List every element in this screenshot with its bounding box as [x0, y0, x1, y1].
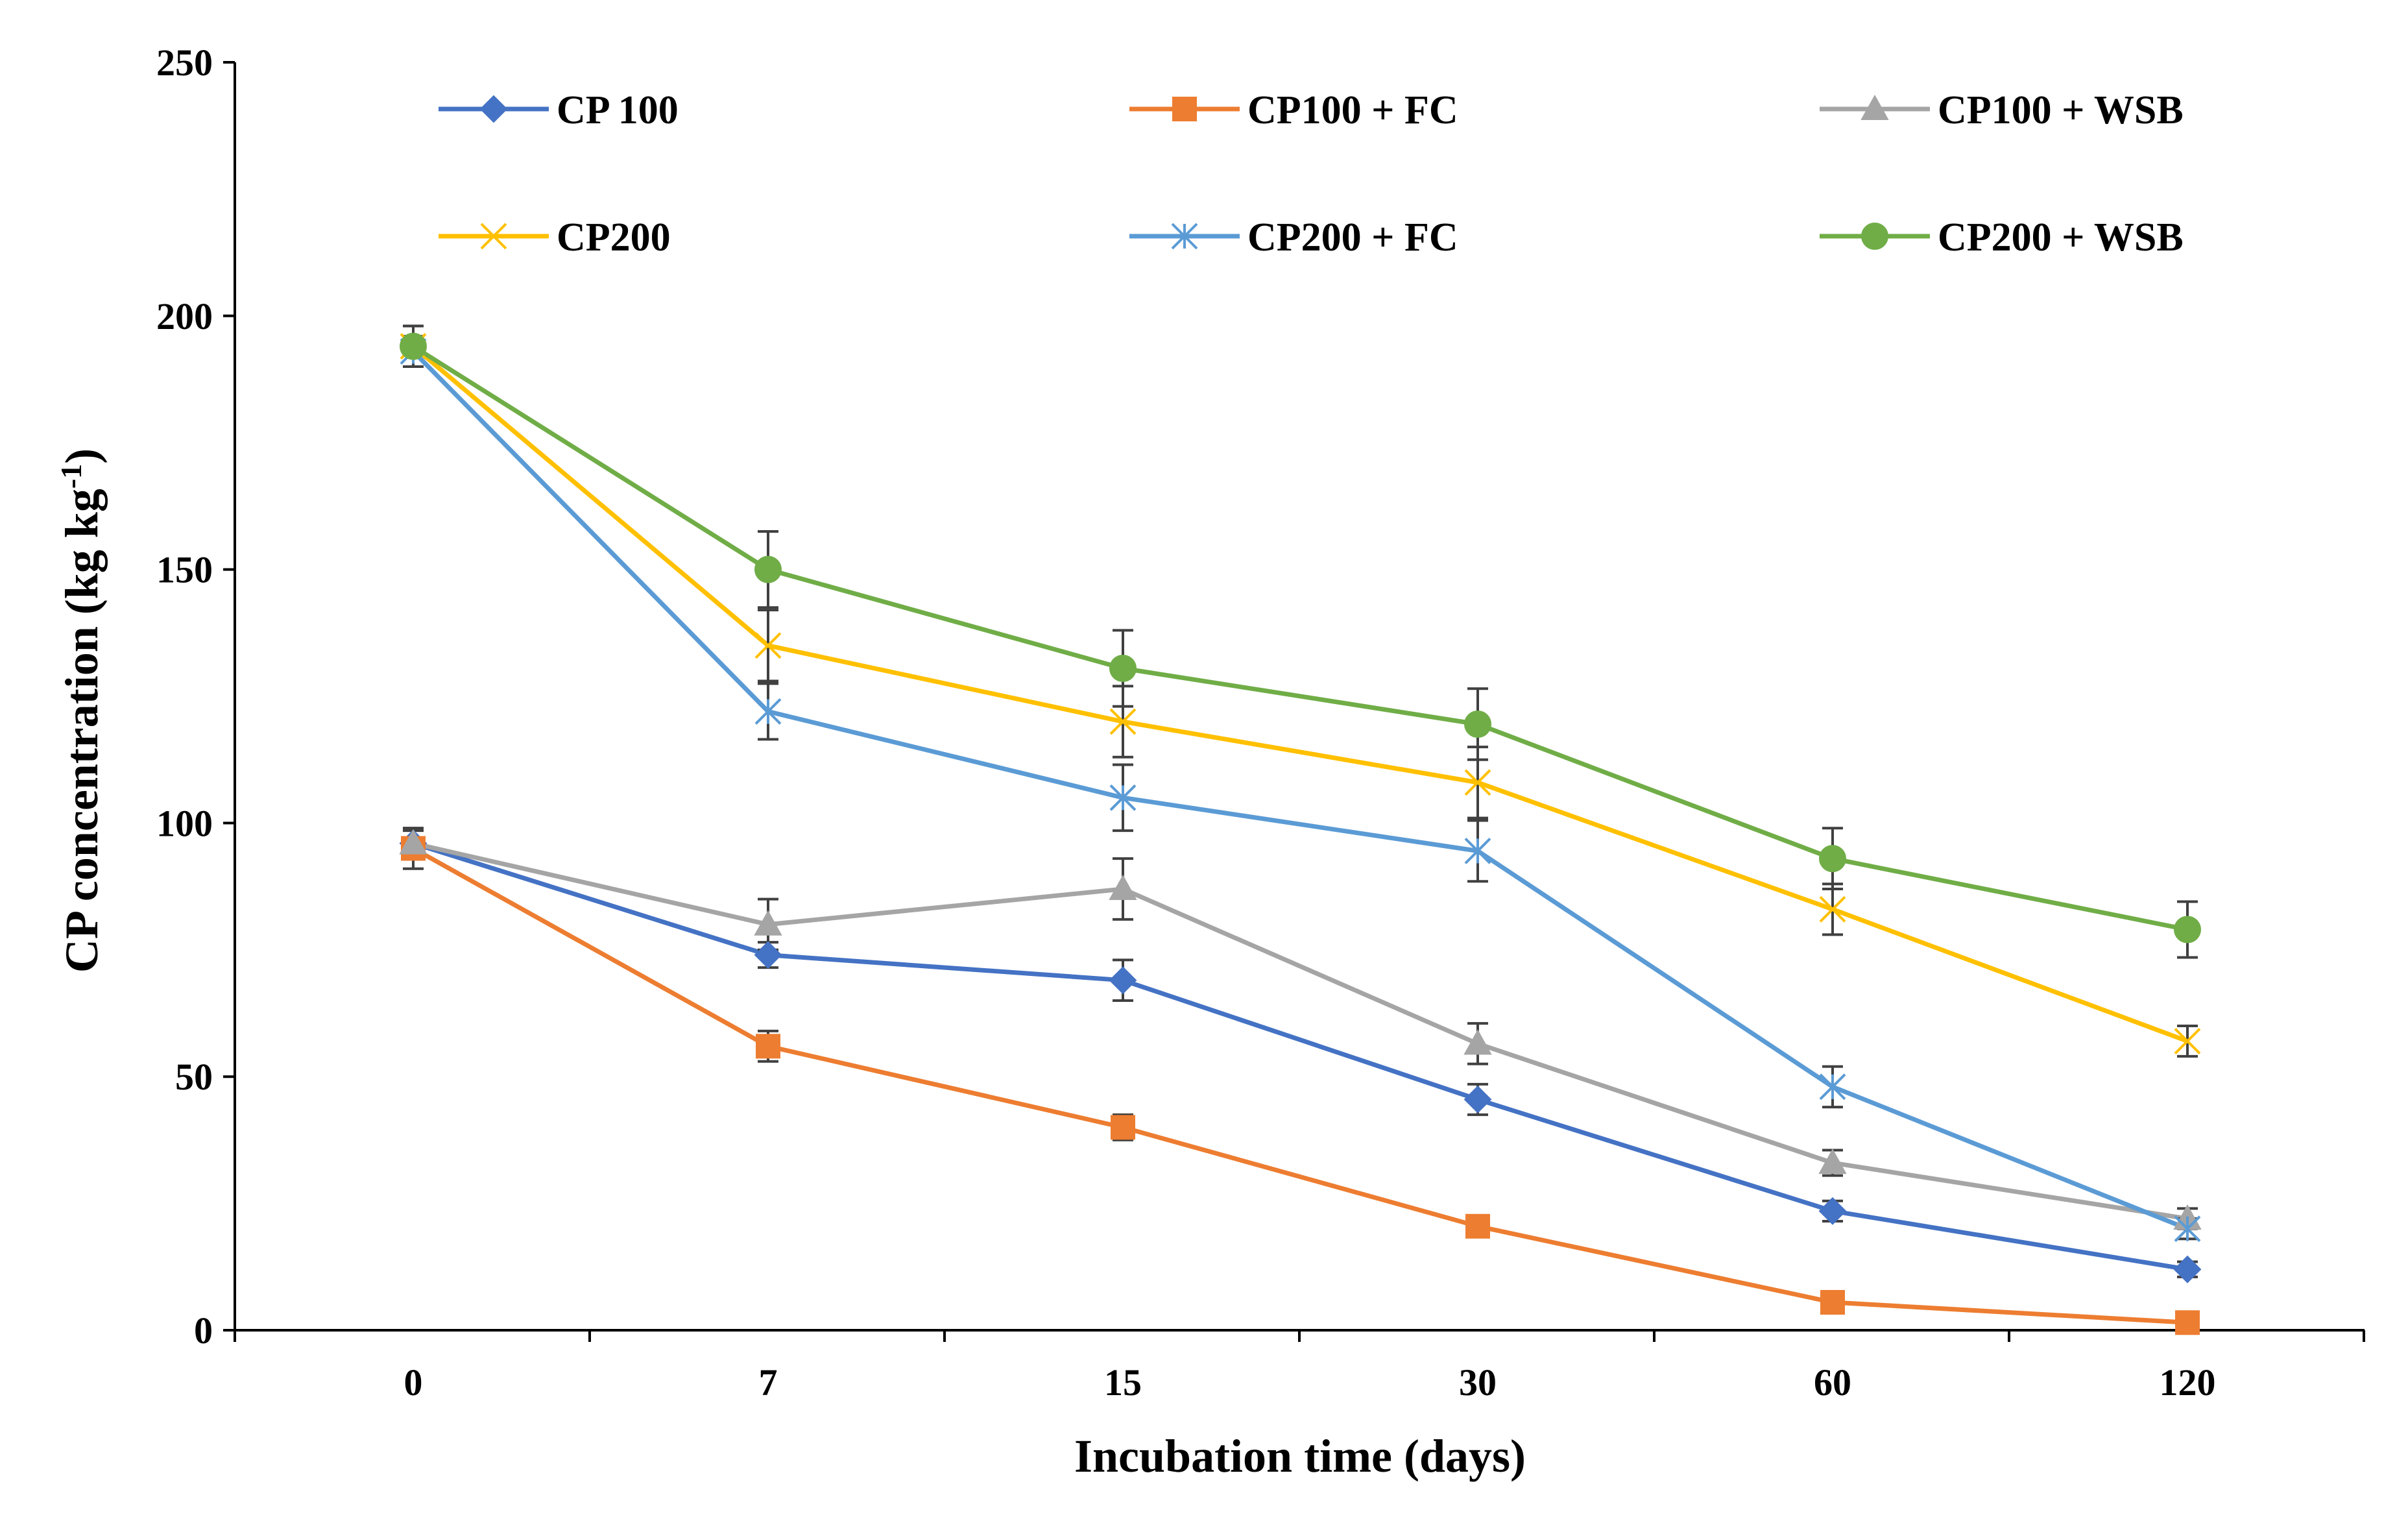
y-tick-label: 50	[175, 1056, 213, 1098]
data-point	[754, 698, 782, 725]
legend-marker	[1860, 94, 1889, 120]
data-point	[1464, 769, 1491, 796]
y-axis-title-superscript: -1	[54, 464, 88, 489]
legend-label: CP200 + FC	[1247, 215, 1458, 260]
legend-marker	[1171, 223, 1198, 250]
series-line	[412, 841, 2188, 1272]
data-point	[754, 910, 782, 936]
data-point	[1820, 1290, 1845, 1315]
legend-item: CP 100	[439, 88, 679, 132]
data-point	[1109, 655, 1137, 683]
data-point	[1819, 1073, 1846, 1101]
series-line	[412, 344, 2188, 932]
data-point	[1819, 895, 1846, 923]
data-point	[400, 332, 427, 360]
x-tick-label: 120	[2160, 1361, 2216, 1404]
data-markers	[399, 332, 2202, 1335]
y-axis-title: CP concentration (kg kg-1)	[54, 448, 108, 973]
data-point	[1464, 710, 1491, 738]
y-tick-label: 150	[156, 549, 213, 591]
data-point	[2174, 916, 2201, 943]
x-tick-label: 7	[759, 1361, 778, 1404]
data-point	[2174, 1215, 2201, 1243]
legend-marker	[1861, 223, 1888, 250]
data-point	[754, 632, 782, 659]
legend-label: CP 100	[557, 88, 679, 132]
data-point	[1818, 1149, 1847, 1174]
legend-label: CP200	[557, 215, 671, 260]
y-tick-label: 100	[156, 802, 213, 844]
y-tick-label: 0	[194, 1309, 213, 1352]
series-line	[413, 841, 2188, 1221]
x-axis-ticks: 0 7 15 30 60 120	[234, 1330, 2365, 1404]
data-point	[2175, 1310, 2200, 1335]
x-axis-title: Incubation time (days)	[1074, 1430, 1526, 1482]
y-tick-label: 200	[156, 295, 213, 337]
legend-label: CP100 + FC	[1247, 88, 1458, 132]
series-line	[412, 846, 2188, 1325]
legend-label: CP100 + WSB	[1938, 88, 2184, 132]
y-axis-ticks: 0 50 100 150 200 250	[156, 42, 235, 1352]
x-tick-label: 60	[1814, 1361, 1851, 1404]
data-point	[1464, 837, 1491, 864]
data-point	[1463, 1029, 1492, 1055]
data-point	[1109, 784, 1137, 811]
data-point	[754, 555, 782, 583]
y-axis-title-main: CP concentration (kg kg	[56, 489, 108, 973]
legend-item: CP100 + FC	[1129, 88, 1458, 132]
x-tick-label: 30	[1459, 1361, 1497, 1404]
series-lines	[411, 344, 2189, 1325]
legend-marker	[479, 95, 508, 123]
data-point	[399, 829, 427, 855]
y-tick-label: 250	[156, 42, 213, 84]
data-point	[1109, 966, 1137, 995]
data-point	[1111, 1115, 1135, 1140]
data-point	[1818, 1197, 1847, 1225]
data-point	[1109, 708, 1137, 735]
data-point	[1109, 874, 1137, 901]
data-point	[1463, 1085, 1492, 1113]
y-axis-title-close: )	[56, 448, 108, 464]
legend-item: CP200 + FC	[1129, 215, 1458, 260]
x-tick-label: 0	[404, 1361, 423, 1404]
legend-item: CP100 + WSB	[1820, 88, 2184, 132]
legend-item: CP200 + WSB	[1820, 215, 2184, 260]
legend-marker	[480, 223, 507, 250]
series-line	[411, 345, 2189, 1043]
data-point	[756, 1034, 780, 1059]
legend-label: CP200 + WSB	[1938, 215, 2184, 260]
legend-marker	[1172, 97, 1197, 121]
data-point	[2174, 1028, 2201, 1054]
legend-item: CP200	[439, 215, 671, 260]
data-point	[754, 941, 782, 969]
data-point	[2173, 1255, 2202, 1284]
data-point	[1819, 845, 1846, 873]
series-line	[411, 350, 2189, 1231]
x-tick-label: 15	[1104, 1361, 1142, 1404]
legend: CP 100 CP100 + FC CP100 + WSB CP200 CP200 + …	[439, 88, 2184, 260]
data-point	[1465, 1213, 1490, 1239]
